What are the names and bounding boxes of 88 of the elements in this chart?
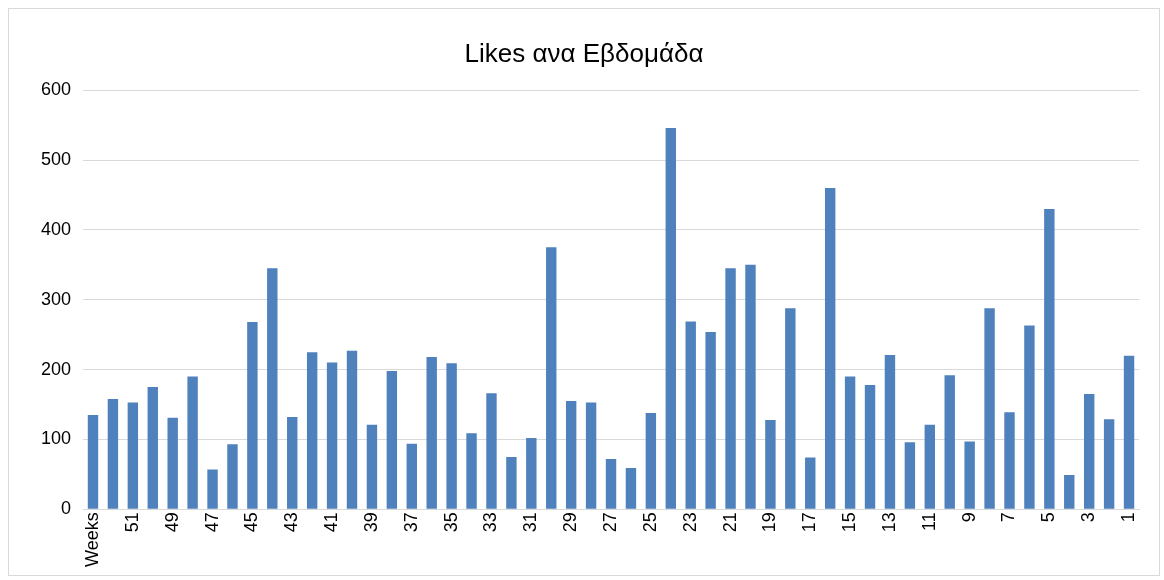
bar <box>486 393 497 509</box>
bar <box>546 247 557 509</box>
x-tick-label: 31 <box>520 512 541 533</box>
bar <box>1123 355 1135 509</box>
bar <box>625 468 637 509</box>
x-tick-label: 1 <box>1118 512 1139 523</box>
bar <box>426 357 437 509</box>
y-tick-label: 400 <box>40 218 72 239</box>
x-tick-label: 41 <box>321 512 342 533</box>
y-tick-label: 200 <box>40 358 72 379</box>
bar <box>824 187 836 509</box>
chart-title: Likes ανα Εβδομάδα <box>464 37 704 68</box>
bar <box>1064 475 1075 509</box>
bar <box>87 415 99 509</box>
bar <box>346 350 358 509</box>
bar <box>924 424 935 509</box>
x-tick-label: 43 <box>281 512 302 533</box>
bar <box>844 376 856 509</box>
x-tick-label: 49 <box>161 512 182 533</box>
bar <box>745 264 756 509</box>
y-tick-label: 100 <box>40 428 72 449</box>
bar <box>446 363 457 509</box>
bar <box>386 371 398 509</box>
x-tick-label: 17 <box>799 512 820 533</box>
bar <box>805 457 816 509</box>
bar <box>1004 412 1015 509</box>
x-tick-label: 9 <box>958 512 979 523</box>
x-tick-label: 45 <box>241 512 262 533</box>
bar <box>1044 208 1055 509</box>
x-tick-label: 11 <box>918 512 939 531</box>
x-tick-label: 51 <box>121 512 142 533</box>
x-tick-label: 23 <box>679 512 700 533</box>
bar <box>326 362 338 509</box>
x-tick-label: 33 <box>480 512 501 533</box>
bar <box>526 438 537 509</box>
bar <box>984 308 995 509</box>
x-tick-label: 7 <box>998 512 1019 523</box>
bar <box>406 443 417 509</box>
bar <box>1024 325 1035 509</box>
bar <box>147 387 158 509</box>
bar <box>585 402 597 509</box>
bar <box>884 354 896 509</box>
x-tick-label: 21 <box>719 512 740 533</box>
bar <box>107 398 119 509</box>
bar <box>306 352 318 509</box>
bar <box>685 321 696 509</box>
x-tick-label: 47 <box>201 512 222 533</box>
y-tick-label: 500 <box>40 149 72 170</box>
bar <box>267 268 278 509</box>
bar <box>466 433 477 509</box>
y-tick-label: 300 <box>40 288 72 309</box>
bar <box>665 127 676 509</box>
bar <box>506 456 517 509</box>
bar <box>1083 394 1095 509</box>
bar <box>1103 419 1115 509</box>
bar <box>705 331 716 509</box>
x-tick-label: 13 <box>878 512 899 533</box>
bar <box>645 412 657 509</box>
bar <box>904 442 916 509</box>
bar <box>785 308 796 509</box>
x-tick-label: 19 <box>759 512 780 533</box>
x-tick-label: 15 <box>839 512 860 533</box>
bar <box>247 322 258 509</box>
bar <box>944 375 955 509</box>
bar <box>725 268 736 509</box>
bar <box>187 376 198 509</box>
x-tick-label: 29 <box>560 512 581 533</box>
x-tick-label: Weeks <box>81 512 102 567</box>
bar <box>287 417 298 509</box>
bar <box>765 419 776 509</box>
y-tick-label: 600 <box>40 79 72 100</box>
x-tick-label: 27 <box>599 512 620 533</box>
bar <box>366 424 378 509</box>
x-tick-label: 25 <box>639 512 660 533</box>
x-tick-label: 3 <box>1078 512 1099 523</box>
bar <box>127 402 139 509</box>
bar <box>207 469 218 509</box>
x-tick-label: 5 <box>1038 512 1059 523</box>
bar <box>964 441 975 509</box>
y-tick-label: 0 <box>61 498 72 519</box>
bar <box>227 444 238 509</box>
x-tick-label: 39 <box>360 512 381 533</box>
bar <box>864 384 876 509</box>
bar <box>167 417 178 509</box>
x-tick-label: 35 <box>440 512 461 533</box>
x-tick-label: 37 <box>400 512 421 533</box>
bar <box>565 401 577 509</box>
bar <box>605 459 617 509</box>
